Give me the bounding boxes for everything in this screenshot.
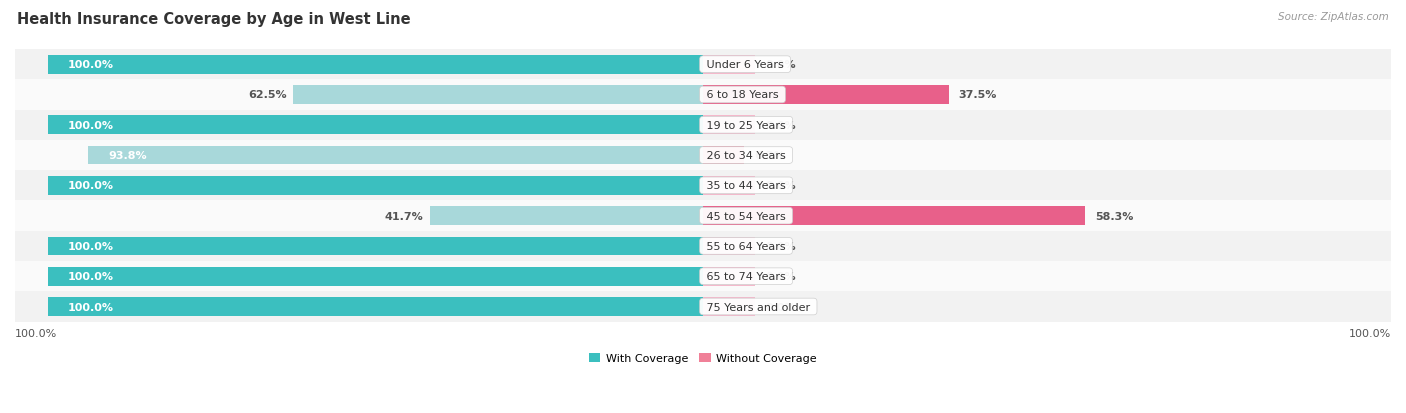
Text: 0.0%: 0.0% xyxy=(765,302,796,312)
Bar xyxy=(48,267,703,286)
Text: 35 to 44 Years: 35 to 44 Years xyxy=(703,181,789,191)
FancyBboxPatch shape xyxy=(15,110,1391,140)
Bar xyxy=(48,297,703,316)
Text: 0.0%: 0.0% xyxy=(765,272,796,282)
Bar xyxy=(703,207,1085,225)
Text: 100.0%: 100.0% xyxy=(67,302,114,312)
Bar xyxy=(703,176,755,195)
Bar xyxy=(430,207,703,225)
Bar xyxy=(703,297,755,316)
Bar xyxy=(703,86,949,104)
Bar xyxy=(89,146,703,165)
Bar xyxy=(703,146,744,165)
Bar xyxy=(48,237,703,256)
Bar xyxy=(48,176,703,195)
Bar xyxy=(703,116,755,135)
Text: 62.5%: 62.5% xyxy=(249,90,287,100)
Text: 0.0%: 0.0% xyxy=(765,121,796,131)
Text: 100.0%: 100.0% xyxy=(15,328,58,338)
Text: 100.0%: 100.0% xyxy=(67,272,114,282)
Text: 6 to 18 Years: 6 to 18 Years xyxy=(703,90,782,100)
FancyBboxPatch shape xyxy=(15,231,1391,261)
Text: 0.0%: 0.0% xyxy=(765,60,796,70)
Text: Source: ZipAtlas.com: Source: ZipAtlas.com xyxy=(1278,12,1389,22)
FancyBboxPatch shape xyxy=(15,261,1391,292)
Text: 19 to 25 Years: 19 to 25 Years xyxy=(703,121,789,131)
Bar xyxy=(703,267,755,286)
Text: 0.0%: 0.0% xyxy=(765,181,796,191)
Text: 100.0%: 100.0% xyxy=(67,121,114,131)
Bar xyxy=(48,116,703,135)
Text: Health Insurance Coverage by Age in West Line: Health Insurance Coverage by Age in West… xyxy=(17,12,411,27)
Text: 100.0%: 100.0% xyxy=(67,241,114,252)
FancyBboxPatch shape xyxy=(15,80,1391,110)
Text: 65 to 74 Years: 65 to 74 Years xyxy=(703,272,789,282)
Bar xyxy=(48,56,703,74)
FancyBboxPatch shape xyxy=(15,140,1391,171)
FancyBboxPatch shape xyxy=(15,201,1391,231)
Text: 0.0%: 0.0% xyxy=(765,241,796,252)
Text: 100.0%: 100.0% xyxy=(67,181,114,191)
Text: Under 6 Years: Under 6 Years xyxy=(703,60,787,70)
Text: 37.5%: 37.5% xyxy=(959,90,997,100)
FancyBboxPatch shape xyxy=(15,171,1391,201)
Legend: With Coverage, Without Coverage: With Coverage, Without Coverage xyxy=(585,349,821,368)
Text: 93.8%: 93.8% xyxy=(108,151,146,161)
Bar xyxy=(703,237,755,256)
Text: 55 to 64 Years: 55 to 64 Years xyxy=(703,241,789,252)
Bar xyxy=(703,56,755,74)
Text: 58.3%: 58.3% xyxy=(1095,211,1133,221)
Text: 100.0%: 100.0% xyxy=(67,60,114,70)
Text: 75 Years and older: 75 Years and older xyxy=(703,302,814,312)
Text: 41.7%: 41.7% xyxy=(384,211,423,221)
Text: 100.0%: 100.0% xyxy=(1348,328,1391,338)
FancyBboxPatch shape xyxy=(15,50,1391,80)
Text: 26 to 34 Years: 26 to 34 Years xyxy=(703,151,789,161)
Text: 45 to 54 Years: 45 to 54 Years xyxy=(703,211,789,221)
Text: 6.3%: 6.3% xyxy=(754,151,785,161)
FancyBboxPatch shape xyxy=(15,292,1391,322)
Bar xyxy=(294,86,703,104)
